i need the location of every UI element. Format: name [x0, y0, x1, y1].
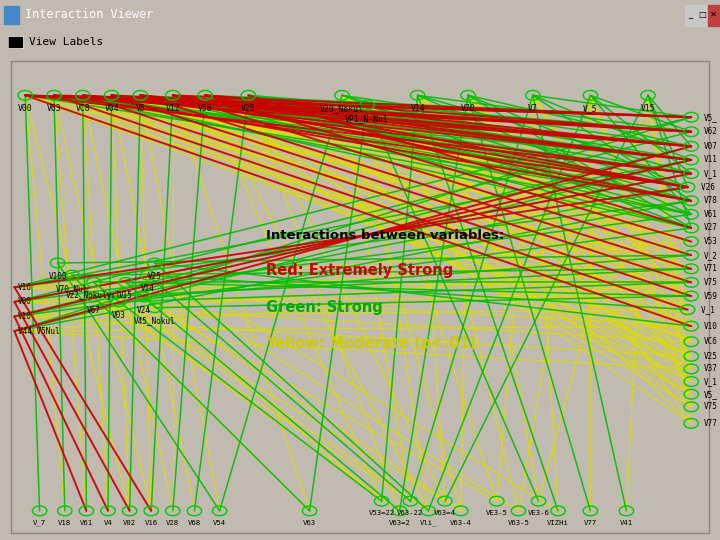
Text: V5_: V5_	[704, 390, 718, 399]
Text: V15: V15	[119, 291, 133, 300]
Text: V63-5: V63-5	[508, 519, 529, 525]
Bar	[685, 4, 696, 26]
Text: V7: V7	[528, 104, 538, 113]
Text: V_7: V_7	[33, 519, 46, 526]
Text: V12: V12	[166, 104, 180, 113]
Text: View Labels: View Labels	[29, 37, 103, 46]
Text: V00: V00	[18, 298, 32, 306]
Text: V25: V25	[704, 352, 718, 361]
Text: ✕: ✕	[710, 10, 717, 19]
Text: V16: V16	[18, 283, 32, 292]
Text: V5_: V5_	[704, 113, 718, 122]
Bar	[9, 36, 23, 48]
Text: V63: V63	[47, 104, 61, 113]
Text: V16: V16	[145, 519, 158, 525]
Text: V59: V59	[704, 292, 718, 301]
Text: V4: V4	[104, 519, 112, 525]
Text: V_1 Nul: V_1 Nul	[701, 305, 720, 314]
Text: V62: V62	[704, 127, 718, 136]
Text: V26 NuNJ: V26 NuNJ	[701, 183, 720, 192]
Text: V_2: V_2	[704, 251, 718, 260]
Text: VC6: VC6	[704, 337, 718, 346]
Text: V68: V68	[188, 519, 201, 525]
Bar	[4, 6, 19, 24]
Text: V53=22: V53=22	[369, 510, 395, 516]
Text: V_1: V_1	[704, 377, 718, 386]
Text: VC8: VC8	[76, 104, 90, 113]
Text: V03: V03	[112, 310, 126, 320]
Text: V04: V04	[104, 104, 119, 113]
Text: V14: V14	[410, 104, 425, 113]
Text: V75: V75	[704, 402, 718, 411]
Text: V5: V5	[135, 104, 145, 113]
Text: V63: V63	[303, 519, 316, 525]
Text: V22_Nokulyrl: V22_Nokulyrl	[66, 291, 122, 300]
Text: V10: V10	[704, 322, 718, 330]
Bar	[697, 4, 707, 26]
Text: V14: V14	[140, 284, 155, 293]
Text: V63=2: V63=2	[389, 519, 410, 525]
Text: V24: V24	[137, 306, 151, 315]
Text: V_1: V_1	[704, 169, 718, 178]
Text: VP1_N-Nul: VP1_N-Nul	[346, 114, 389, 123]
Text: V67: V67	[86, 306, 101, 315]
Text: V77: V77	[584, 519, 597, 525]
Text: V70: V70	[461, 104, 475, 113]
Text: V07: V07	[704, 142, 718, 151]
Text: V37: V37	[704, 364, 718, 374]
Bar	[9, 37, 22, 47]
Text: V00: V00	[18, 104, 32, 113]
Text: V41: V41	[620, 519, 633, 525]
Text: V25: V25	[241, 104, 256, 113]
Text: Vli_: Vli_	[420, 519, 437, 526]
Text: V63-4: V63-4	[450, 519, 472, 525]
Text: V28: V28	[166, 519, 179, 525]
Text: V63=4: V63=4	[434, 510, 456, 516]
Text: V44 V5Nul: V44 V5Nul	[18, 327, 60, 335]
Text: V53: V53	[704, 237, 718, 246]
Text: V70_Nul: V70_Nul	[56, 284, 88, 293]
Text: V45_Nokul: V45_Nokul	[134, 316, 176, 326]
Text: V15: V15	[641, 104, 655, 113]
Text: V75: V75	[704, 278, 718, 287]
Text: V20_Nokul: V20_Nokul	[320, 104, 364, 113]
Text: V25: V25	[148, 272, 162, 281]
Text: Interaction Viewer: Interaction Viewer	[25, 8, 153, 21]
Text: V10: V10	[18, 312, 32, 321]
Text: V100: V100	[48, 272, 67, 281]
Text: V78: V78	[704, 196, 718, 205]
Text: VE3-5: VE3-5	[486, 510, 508, 516]
Text: V56: V56	[198, 104, 212, 113]
Text: V_5: V_5	[583, 104, 598, 113]
Text: V02: V02	[123, 519, 136, 525]
Text: Interactions between variables:: Interactions between variables:	[266, 228, 505, 242]
Text: V54: V54	[213, 519, 226, 525]
Text: V11: V11	[704, 156, 718, 165]
Text: Green: Strong: Green: Strong	[266, 300, 383, 315]
Text: _: _	[688, 10, 693, 19]
Text: V61: V61	[704, 210, 718, 219]
Text: V63-22: V63-22	[397, 510, 423, 516]
Text: V27: V27	[704, 224, 718, 233]
Text: VIZHi: VIZHi	[547, 519, 569, 525]
Text: VE3-6: VE3-6	[528, 510, 549, 516]
Text: Red: Extremely Strong: Red: Extremely Strong	[266, 263, 454, 278]
Text: V71: V71	[704, 264, 718, 273]
Text: Yellow: Moderate (p<.01): Yellow: Moderate (p<.01)	[266, 336, 477, 351]
Text: V18: V18	[58, 519, 71, 525]
Text: V61: V61	[80, 519, 93, 525]
Text: V77: V77	[704, 419, 718, 428]
Text: □: □	[698, 10, 706, 19]
Bar	[708, 4, 719, 26]
